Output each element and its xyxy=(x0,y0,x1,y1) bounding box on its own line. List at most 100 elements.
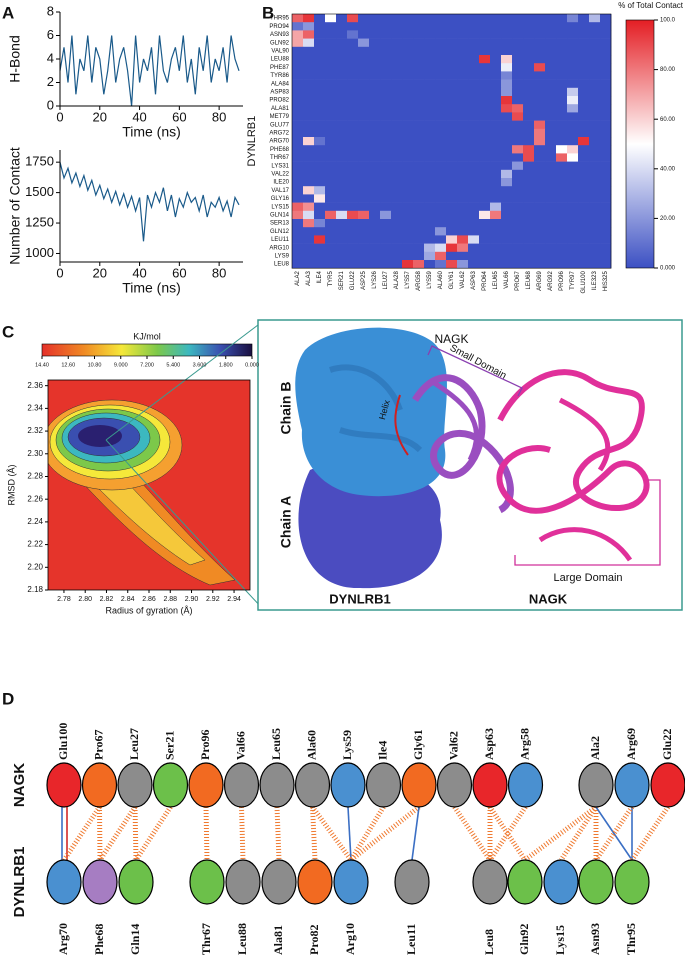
heatmap-cell xyxy=(446,260,458,269)
heatmap-cell xyxy=(325,104,337,113)
heatmap-cell xyxy=(369,243,381,253)
colorbar-tick-label: 80.00 xyxy=(660,67,676,73)
residue-node xyxy=(578,859,614,905)
heatmap-cell xyxy=(292,14,304,23)
heatmap-cell xyxy=(413,235,425,244)
heatmap-cell xyxy=(567,161,579,171)
heatmap-cell xyxy=(347,194,359,203)
heatmap-cell xyxy=(567,87,579,97)
heatmap-cell xyxy=(435,120,447,130)
heatmap-cell xyxy=(369,169,381,179)
y-tick-label: 2.36 xyxy=(27,381,43,390)
heatmap-cell xyxy=(369,227,381,236)
heatmap-cell xyxy=(545,145,557,154)
heatmap-cell xyxy=(336,243,348,253)
heatmap-cell xyxy=(292,30,304,39)
heatmap-cell xyxy=(468,210,480,220)
heatmap-cell xyxy=(545,210,557,220)
heatmap-cell xyxy=(556,128,568,138)
heatmap-cell xyxy=(413,202,425,212)
x-tick-label: 2.92 xyxy=(206,596,220,603)
heatmap-cell xyxy=(457,96,469,105)
heatmap-cell xyxy=(314,186,326,195)
heatmap-cell xyxy=(567,178,579,187)
x-tick-label: ILE323 xyxy=(592,271,598,291)
heatmap-cell xyxy=(501,153,513,162)
heatmap-cell xyxy=(578,14,590,23)
heatmap-cell xyxy=(512,71,524,80)
heatmap-cell xyxy=(336,178,348,187)
heatmap-cell xyxy=(391,210,403,220)
heatmap-cell xyxy=(369,178,381,187)
heatmap-cell xyxy=(347,30,359,39)
colorbar-tick-label: 1.800 xyxy=(219,362,233,368)
heatmap-cell xyxy=(402,137,414,146)
heatmap-cell xyxy=(314,63,326,72)
heatmap-cell xyxy=(358,243,370,253)
heatmap-cell xyxy=(567,227,579,236)
heatmap-cell xyxy=(325,71,337,80)
residue-node xyxy=(394,859,430,905)
heatmap-cell xyxy=(336,22,348,31)
heatmap-cell xyxy=(402,210,414,220)
heatmap-cell xyxy=(358,194,370,203)
x-tick-label: 2.82 xyxy=(100,596,114,603)
heatmap-cell xyxy=(336,202,348,212)
heatmap-cell xyxy=(314,243,326,253)
heatmap-cell xyxy=(325,169,337,179)
interaction-edge xyxy=(61,805,102,862)
heatmap-cell xyxy=(391,251,403,261)
heatmap-cell xyxy=(380,251,392,261)
heatmap-cell xyxy=(369,161,381,171)
heatmap-cell xyxy=(380,178,392,187)
heatmap-cell xyxy=(534,210,546,220)
heatmap-cell xyxy=(292,235,304,244)
heatmap-cell xyxy=(490,186,502,195)
y-tick-label: GLY16 xyxy=(271,196,290,202)
residue-label: Ile4 xyxy=(375,741,389,760)
heatmap-cell xyxy=(391,235,403,244)
heatmap-cell xyxy=(424,79,436,89)
heatmap-cell xyxy=(545,194,557,203)
heatmap-cell xyxy=(325,251,337,261)
heatmap-cell xyxy=(380,169,392,179)
heatmap-cell xyxy=(336,235,348,244)
heatmap-cell xyxy=(600,210,612,220)
heatmap-cell xyxy=(380,145,392,154)
heatmap-cell xyxy=(556,260,568,269)
heatmap-cell xyxy=(512,104,524,113)
heatmap-cell xyxy=(567,251,579,261)
heatmap-cell xyxy=(424,30,436,39)
residue-node xyxy=(223,762,260,808)
heatmap-cell xyxy=(600,161,612,171)
heatmap-cell xyxy=(567,38,579,48)
heatmap-cell xyxy=(512,251,524,261)
heatmap-cell xyxy=(303,145,315,154)
heatmap-cell xyxy=(556,219,568,228)
heatmap-cell xyxy=(435,243,447,253)
heatmap-cell xyxy=(578,194,590,203)
heatmap-cell xyxy=(380,161,392,171)
heatmap-cell xyxy=(523,55,535,64)
heatmap-cell xyxy=(567,235,579,244)
heatmap-cell xyxy=(336,96,348,105)
heatmap-cell xyxy=(413,14,425,23)
heatmap-cell xyxy=(457,153,469,162)
residue-node xyxy=(333,859,369,905)
heatmap-cell xyxy=(468,14,480,23)
heatmap-cell xyxy=(534,55,546,64)
y-tick-label: VAL22 xyxy=(271,171,289,177)
heatmap-cell xyxy=(314,260,326,269)
x-tick-label: PRO64 xyxy=(482,271,488,291)
heatmap-cell xyxy=(457,14,469,23)
residue-node xyxy=(189,859,225,905)
heatmap-cell xyxy=(380,260,392,269)
heatmap-cell xyxy=(523,210,535,220)
heatmap-cell xyxy=(479,210,491,220)
x-tick-label: VAL66 xyxy=(504,271,510,289)
y-tick-label: 1750 xyxy=(25,154,54,169)
heatmap-cell xyxy=(468,178,480,187)
heatmap-cell xyxy=(402,194,414,203)
heatmap-cell xyxy=(534,202,546,212)
heatmap-cell xyxy=(413,178,425,187)
